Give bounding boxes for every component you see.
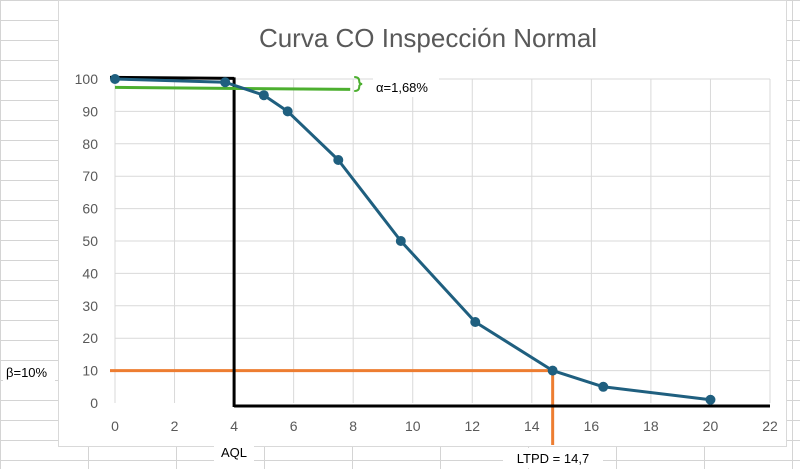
- y-tick-label: 30: [82, 298, 98, 314]
- axis-ticks: 0 10 20 30 40 50 60 70 80 90 100 0 2 4 6 8 10 12 14 16 18 20 2…: [75, 71, 778, 434]
- x-tick-label: 18: [643, 418, 659, 434]
- x-tick-label: 16: [584, 418, 600, 434]
- data-point: [598, 381, 609, 392]
- plot-grid: [114, 78, 771, 403]
- data-point: [395, 236, 406, 246]
- beta-label-box: [3, 362, 55, 382]
- annotations: α=1,68% β=10% AQL LTPD = 14,7: [3, 77, 603, 468]
- ltpd-label-box: [503, 448, 603, 468]
- alpha-label: α=1,68%: [376, 80, 428, 95]
- data-point: [705, 394, 716, 405]
- reference-lines: [109, 75, 770, 445]
- oc-curve-line: [114, 77, 711, 402]
- aql-label: AQL: [221, 445, 247, 460]
- data-point: [258, 90, 269, 101]
- y-tick-label: 80: [82, 136, 98, 152]
- beta-label: β=10%: [6, 365, 48, 380]
- y-tick-label: 40: [82, 265, 98, 281]
- y-tick-label: 90: [82, 103, 98, 119]
- data-point: [333, 155, 344, 165]
- chart-title: Curva CO Inspección Normal: [259, 23, 597, 53]
- data-point: [220, 77, 231, 88]
- x-tick-label: 0: [111, 418, 119, 434]
- y-tick-label: 10: [82, 363, 98, 379]
- data-point: [547, 365, 558, 376]
- x-tick-label: 12: [464, 418, 480, 434]
- y-tick-label: 0: [90, 395, 98, 411]
- oc-series: [110, 74, 716, 405]
- aql-label-box: [214, 442, 254, 462]
- x-tick-label: 10: [405, 418, 421, 434]
- y-tick-label: 70: [82, 168, 98, 184]
- alpha-line: [114, 85, 351, 91]
- x-tick-label: 4: [230, 418, 238, 434]
- x-tick-label: 6: [290, 418, 298, 434]
- data-point: [470, 317, 481, 327]
- y-tick-label: 60: [82, 201, 98, 217]
- alpha-label-box: [373, 77, 439, 97]
- chart-area[interactable]: [58, 0, 787, 447]
- x-tick-label: 8: [349, 418, 357, 434]
- x-tick-label: 14: [524, 418, 540, 434]
- data-point: [282, 106, 293, 117]
- x-tick-label: 22: [762, 418, 778, 434]
- y-tick-label: 20: [82, 330, 98, 346]
- x-tick-label: 20: [703, 418, 719, 434]
- ltpd-label: LTPD = 14,7: [517, 451, 589, 466]
- aql-top-line: [109, 75, 235, 80]
- y-tick-label: 100: [75, 71, 99, 87]
- data-point: [110, 74, 120, 84]
- x-tick-label: 2: [171, 418, 179, 434]
- y-tick-label: 50: [82, 233, 98, 249]
